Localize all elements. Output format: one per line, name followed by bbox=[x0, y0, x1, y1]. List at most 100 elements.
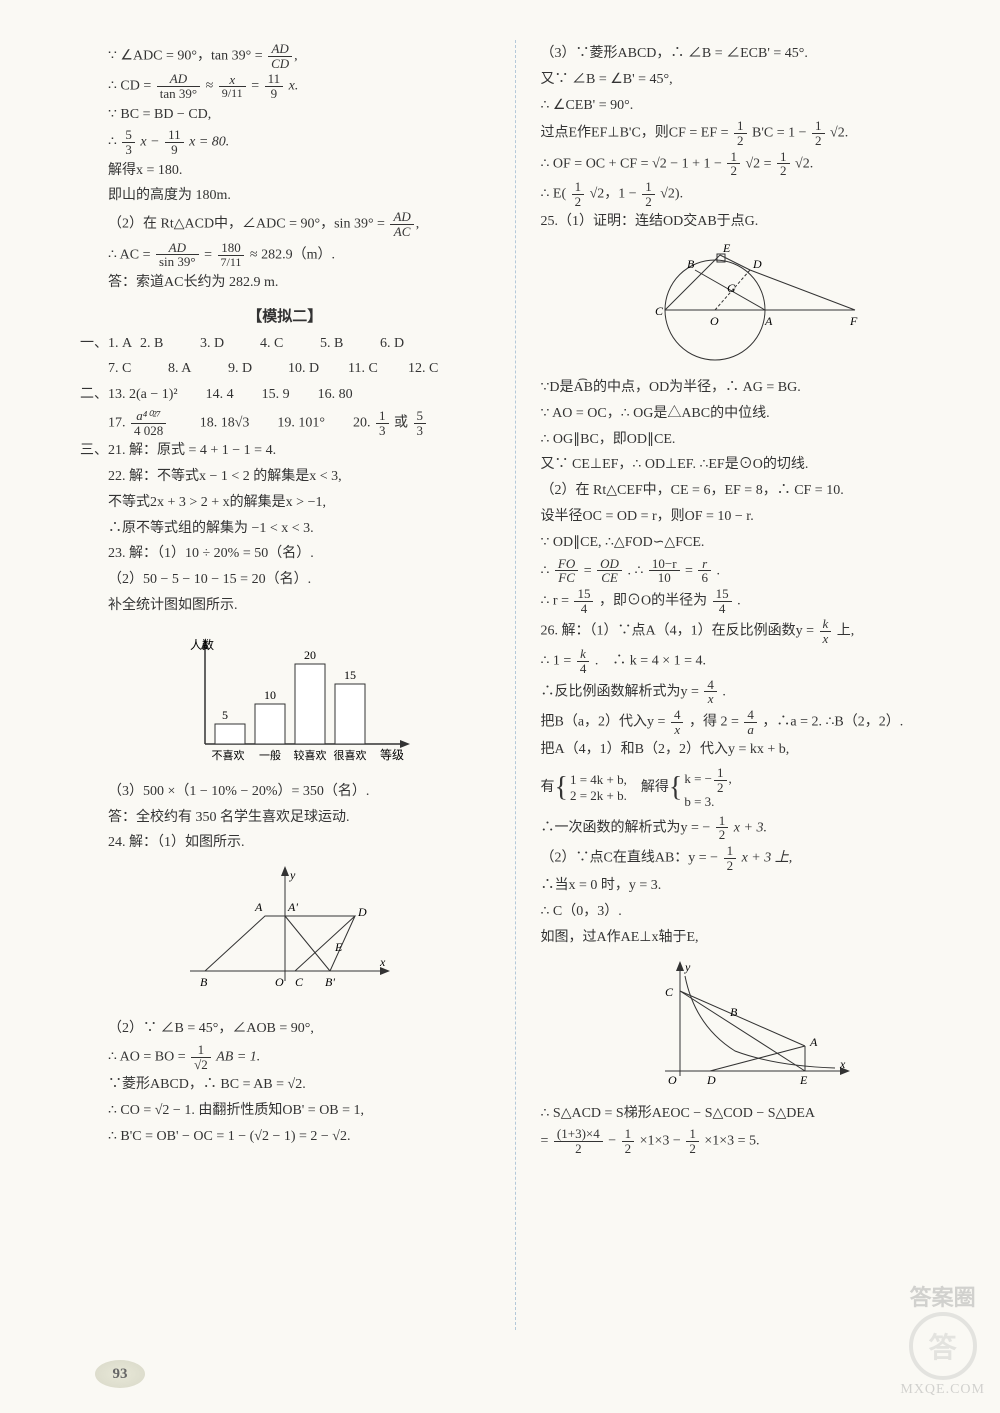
t: − bbox=[608, 1134, 619, 1149]
fraction: ADCD bbox=[268, 42, 292, 70]
d: 2 bbox=[554, 1142, 603, 1156]
fraction: ODCE bbox=[597, 557, 622, 585]
n: 4 bbox=[744, 708, 757, 723]
diagram-26: y C B A O D E x bbox=[635, 956, 855, 1096]
ans: 11. C bbox=[348, 357, 408, 381]
lbl: O bbox=[275, 975, 284, 989]
text: ∵ ∠ADC = 90°，tan 39° = ADCD, bbox=[80, 42, 490, 70]
q23d: （3）500 ×（1 − 10% − 20%）= 350（名）. bbox=[80, 780, 490, 804]
d: 4 bbox=[713, 602, 732, 616]
text: 过点E作EF⊥B'C，则CF = EF = 12 B'C = 1 − 12 √2… bbox=[541, 119, 951, 147]
text: ∴ 1 = k4 . ∴ k = 4 × 1 = 4. bbox=[541, 647, 951, 675]
d: 9/11 bbox=[219, 87, 246, 100]
t: √2. bbox=[830, 126, 848, 141]
d: 2 bbox=[812, 134, 825, 148]
d: 2 bbox=[572, 195, 585, 209]
ans: 5. B bbox=[320, 332, 380, 356]
n: 1 bbox=[714, 766, 727, 781]
d: 2 bbox=[716, 828, 729, 842]
t: ≈ 282.9（m）. bbox=[250, 247, 335, 262]
cat: 较喜欢 bbox=[293, 748, 326, 762]
d: 2 bbox=[622, 1142, 635, 1156]
lbl: B bbox=[730, 1005, 738, 1019]
q24a: 24. 解：（1）如图所示. bbox=[80, 831, 490, 855]
lbl: O bbox=[668, 1073, 677, 1087]
d: 2 bbox=[734, 134, 747, 148]
answers-row-2a: 二、13. 2(a − 1)² 14. 4 15. 9 16. 80 bbox=[80, 383, 490, 407]
d: sin 39° bbox=[156, 255, 199, 269]
t: ，得 2 = bbox=[689, 714, 742, 729]
n: x bbox=[219, 73, 246, 88]
text: ∴ CD = ADtan 39° ≈ x9/11 = 119 x. bbox=[80, 72, 490, 100]
r14: ∵ OD∥CE, ∴△FOD∽△FCE. bbox=[541, 531, 951, 555]
sol: b = 3. bbox=[684, 794, 714, 809]
val: 15 bbox=[344, 668, 356, 682]
t: （2）∵点C在直线AB：y = − bbox=[541, 850, 719, 865]
lbl: B bbox=[200, 975, 208, 989]
ans: 一、1. A bbox=[80, 332, 140, 356]
diagram-25-circle: E B D G C O A F bbox=[625, 240, 865, 370]
t: . ∴ k = 4 × 1 = 4. bbox=[595, 654, 706, 669]
n: OD bbox=[597, 557, 622, 572]
text: 即山的高度为 180m. bbox=[80, 184, 490, 208]
n: 1 bbox=[727, 150, 740, 165]
t: 17. bbox=[108, 415, 129, 430]
fraction: 4a bbox=[744, 708, 757, 736]
n: 180 bbox=[218, 241, 245, 256]
t: 把B（a，2）代入y = bbox=[541, 714, 669, 729]
n: 4 bbox=[704, 678, 717, 693]
t: ∴ E( bbox=[541, 186, 567, 201]
lbl: x bbox=[839, 1057, 846, 1071]
fraction: 53 bbox=[122, 128, 135, 156]
fraction: 12 bbox=[734, 119, 747, 147]
t: = bbox=[251, 79, 262, 94]
n: 1 bbox=[642, 180, 655, 195]
fraction: 12 bbox=[716, 814, 729, 842]
d: a bbox=[744, 723, 757, 737]
lbl: C bbox=[665, 985, 674, 999]
n: 1 bbox=[777, 150, 790, 165]
d: FC bbox=[555, 571, 578, 585]
n: 1 bbox=[622, 1127, 635, 1142]
fraction: x9/11 bbox=[219, 73, 246, 100]
n: AD bbox=[157, 72, 200, 87]
t: , bbox=[729, 771, 732, 786]
t: . bbox=[722, 684, 726, 699]
d: x bbox=[671, 723, 684, 737]
d: CD bbox=[268, 57, 292, 71]
n: 5 bbox=[122, 128, 135, 143]
t: √2，1 − bbox=[590, 186, 641, 201]
t: AB = 1. bbox=[216, 1049, 260, 1064]
lbl: D bbox=[752, 257, 762, 271]
t: ∴反比例函数解析式为y = bbox=[541, 684, 703, 699]
t: = bbox=[541, 1134, 552, 1149]
d: 2 bbox=[642, 195, 655, 209]
fraction: 154 bbox=[713, 587, 732, 615]
t: . bbox=[737, 593, 741, 608]
left-column: ∵ ∠ADC = 90°，tan 39° = ADCD, ∴ CD = ADta… bbox=[80, 40, 490, 1330]
d: 4 028 bbox=[131, 424, 166, 438]
fraction: kx bbox=[820, 617, 832, 645]
val: 5 bbox=[222, 708, 228, 722]
r9: ∵ AO = OC，∴ OG是△ABC的中位线. bbox=[541, 402, 951, 426]
text: 把B（a，2）代入y = 4x ，得 2 = 4a ，∴a = 2. ∴B（2，… bbox=[541, 708, 951, 736]
q23b: （2）50 − 5 − 10 − 15 = 20（名）. bbox=[80, 568, 490, 592]
n: AD bbox=[156, 241, 199, 256]
q24e: ∴ CO = √2 − 1. 由翻折性质知OB' = OB = 1, bbox=[80, 1099, 490, 1123]
r2: 又∵ ∠B = ∠B' = 45°, bbox=[541, 68, 951, 92]
fraction: 1807/11 bbox=[218, 241, 245, 268]
text: ∴ AO = BO = 1√2 AB = 1. bbox=[80, 1043, 490, 1071]
text: （2）在 Rt△ACD中，∠ADC = 90°，sin 39° = ADAC, bbox=[80, 210, 490, 238]
t: √2 = bbox=[745, 156, 775, 171]
d: 4 bbox=[574, 602, 593, 616]
n: k bbox=[577, 647, 590, 662]
t: x + 3. bbox=[734, 820, 767, 835]
t: = bbox=[584, 563, 595, 578]
right-column: （3）∵菱形ABCD，∴ ∠B = ∠ECB' = 45°. 又∵ ∠B = ∠… bbox=[541, 40, 951, 1330]
t: ∴一次函数的解析式为y = − bbox=[541, 820, 711, 835]
d: x bbox=[704, 692, 717, 706]
fraction: 12 bbox=[777, 150, 790, 178]
r28: ∴ S△ACD = S梯形AEOC − S△COD − S△DEA bbox=[541, 1102, 951, 1126]
section-title: 【模拟二】 bbox=[80, 305, 490, 326]
lbl: y bbox=[289, 868, 296, 882]
